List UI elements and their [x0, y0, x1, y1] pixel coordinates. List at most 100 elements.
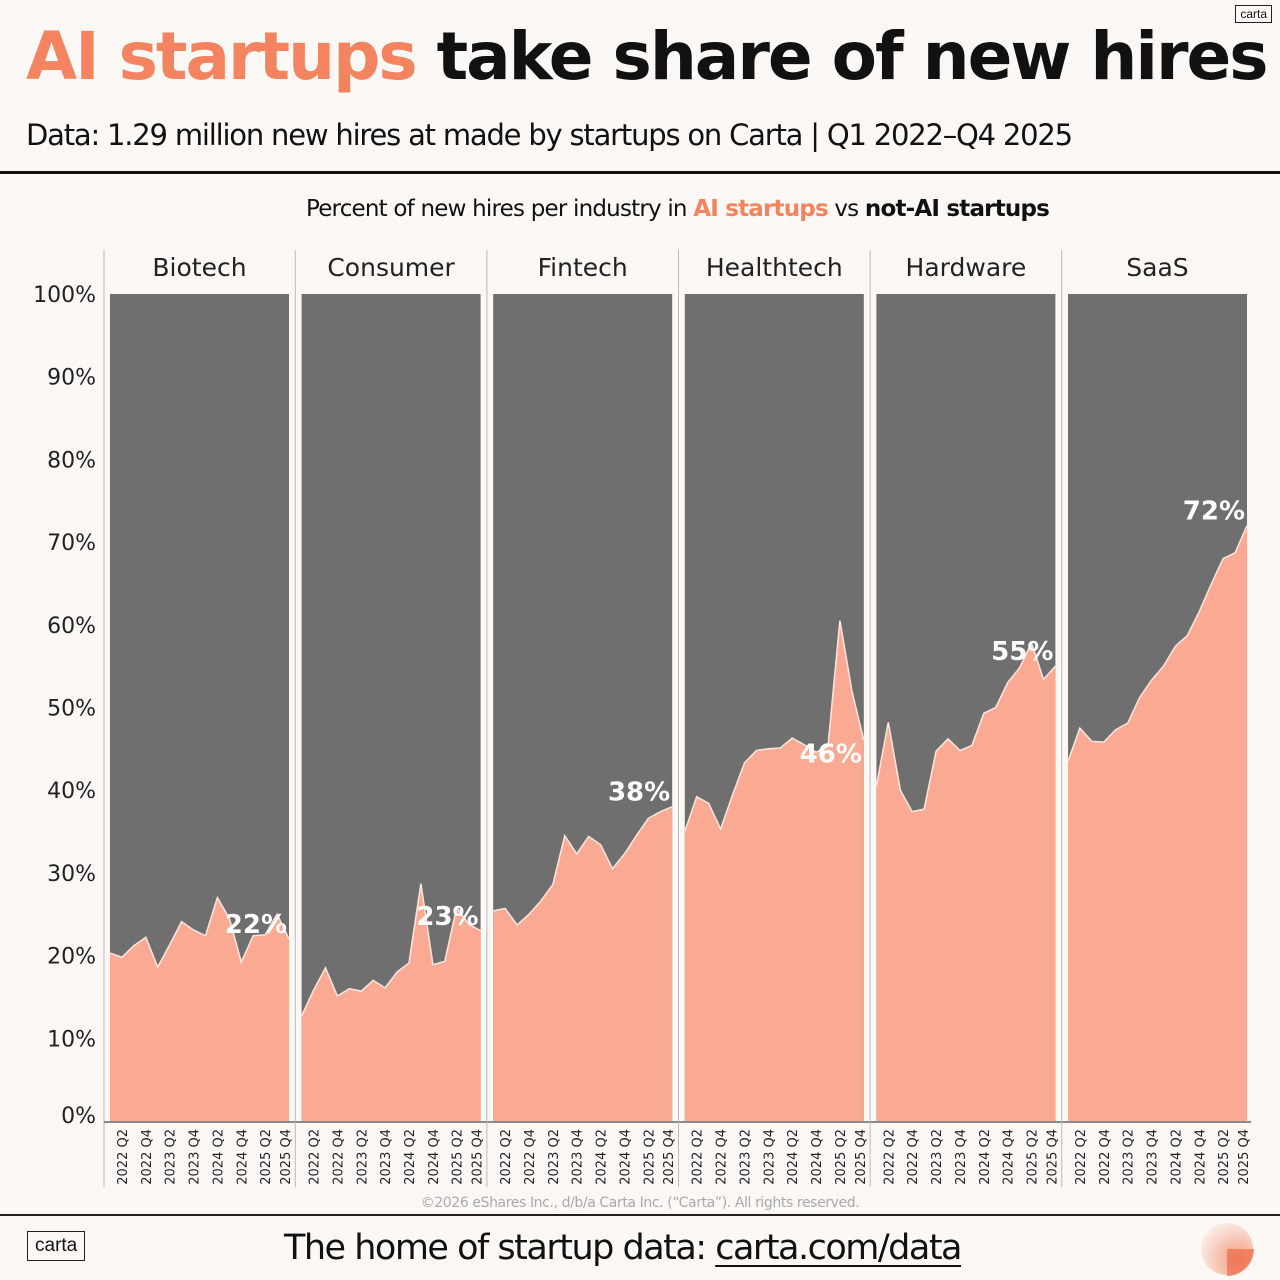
x-tick-label: 2023 Q4 — [188, 1129, 203, 1185]
x-tick-label: 2022 Q4 — [331, 1129, 346, 1185]
facet-title-saas: SaaS — [1126, 253, 1188, 282]
ai-area-consumer — [301, 883, 481, 1121]
y-tick-label: 20% — [47, 945, 96, 970]
ai-area-healthtech — [684, 620, 864, 1121]
x-tick-label: 2024 Q4 — [1002, 1129, 1017, 1185]
end-value-label: 38% — [608, 778, 670, 808]
ai-line-consumer — [300, 883, 481, 1017]
x-tick-label: 2025 Q2 — [834, 1129, 849, 1185]
x-tick-label: 2024 Q2 — [211, 1129, 226, 1185]
title-highlight: AI startups — [26, 18, 418, 95]
chart-title: Percent of new hires per industry in AI … — [0, 196, 1280, 222]
x-tick-label: 2024 Q4 — [1193, 1129, 1208, 1185]
facet-title-hardware: Hardware — [906, 253, 1027, 282]
ai-line-hardware — [875, 640, 1056, 813]
legend-ai-startups: AI startups — [693, 196, 828, 222]
x-tick-label: 2024 Q4 — [235, 1129, 250, 1185]
carta-brand-mark-icon — [1201, 1223, 1254, 1276]
x-tick-label: 2023 Q4 — [571, 1129, 586, 1185]
x-tick-label: 2025 Q4 — [279, 1129, 294, 1185]
carta-logo-top: carta — [1235, 5, 1272, 23]
x-tick-label: 2023 Q2 — [547, 1129, 562, 1185]
end-value-label: 46% — [800, 740, 862, 770]
x-tick-label: 2025 Q2 — [1217, 1129, 1232, 1185]
x-tick-label: 2024 Q2 — [978, 1129, 993, 1185]
y-tick-label: 30% — [47, 862, 96, 887]
end-value-label: 72% — [1183, 497, 1245, 527]
x-tick-label: 2022 Q4 — [715, 1129, 730, 1185]
tagline-prefix: The home of startup data: — [284, 1228, 716, 1268]
x-tick-label: 2025 Q4 — [854, 1129, 869, 1185]
ai-line-fintech — [493, 805, 673, 927]
ai-area-saas — [1068, 525, 1247, 1121]
x-tick-label: 2024 Q2 — [403, 1129, 418, 1185]
y-tick-label: 80% — [47, 448, 96, 473]
x-tick-label: 2023 Q2 — [355, 1129, 370, 1185]
x-tick-label: 2025 Q4 — [662, 1129, 677, 1185]
end-value-label: 55% — [991, 637, 1053, 667]
y-tick-label: 90% — [47, 366, 96, 391]
x-tick-label: 2022 Q4 — [906, 1129, 921, 1185]
x-tick-label: 2022 Q2 — [116, 1129, 131, 1185]
facet-title-biotech: Biotech — [152, 253, 246, 282]
y-tick-label: 70% — [47, 531, 96, 556]
end-value-label: 23% — [416, 902, 478, 932]
x-tick-label: 2025 Q4 — [1045, 1129, 1060, 1185]
y-tick-label: 50% — [47, 697, 96, 722]
ai-area-biotech — [110, 897, 289, 1121]
x-tick-label: 2022 Q2 — [308, 1129, 323, 1185]
x-tick-label: 2023 Q4 — [762, 1129, 777, 1185]
y-tick-label: 0% — [61, 1104, 96, 1129]
facet-title-consumer: Consumer — [327, 253, 455, 282]
y-tick-label: 10% — [47, 1027, 96, 1052]
x-tick-label: 2022 Q4 — [140, 1129, 155, 1185]
x-tick-label: 2022 Q2 — [882, 1129, 897, 1185]
title-rest: take share of new hires — [436, 18, 1269, 95]
x-tick-label: 2023 Q4 — [379, 1129, 394, 1185]
x-tick-label: 2023 Q4 — [954, 1129, 969, 1185]
facet-title-healthtech: Healthtech — [706, 253, 843, 282]
ai-line-healthtech — [684, 620, 865, 832]
y-tick-label: 100% — [33, 283, 96, 308]
ai-line-biotech — [109, 895, 290, 970]
page-title: AI startups take share of new hires — [26, 18, 1269, 95]
x-tick-label: 2025 Q4 — [1237, 1129, 1252, 1185]
end-value-label: 22% — [225, 910, 287, 940]
chart-title-prefix: Percent of new hires per industry in — [305, 196, 694, 222]
x-tick-label: 2025 Q2 — [259, 1129, 274, 1185]
x-tick-label: 2023 Q4 — [1146, 1129, 1161, 1185]
page-subtitle: Data: 1.29 million new hires at made by … — [26, 118, 1073, 152]
y-tick-label: 40% — [47, 779, 96, 804]
copyright-notice: ©2026 eShares Inc., d/b/a Carta Inc. (“C… — [420, 1195, 860, 1211]
x-tick-label: 2023 Q2 — [1122, 1129, 1137, 1185]
carta-data-link[interactable]: carta.com/data — [715, 1228, 962, 1268]
ai-area-fintech — [493, 806, 673, 1121]
x-tick-label: 2022 Q2 — [691, 1129, 706, 1185]
x-tick-label: 2025 Q4 — [471, 1129, 486, 1185]
x-tick-label: 2024 Q2 — [786, 1129, 801, 1185]
facet-title-fintech: Fintech — [538, 253, 628, 282]
x-tick-label: 2023 Q2 — [164, 1129, 179, 1185]
footer-tagline: The home of startup data: carta.com/data — [284, 1228, 962, 1268]
x-tick-label: 2025 Q2 — [451, 1129, 466, 1185]
legend-not-ai-startups: not-AI startups — [864, 196, 1050, 222]
x-tick-label: 2023 Q2 — [738, 1129, 753, 1185]
footer-divider — [0, 1214, 1280, 1216]
x-tick-label: 2025 Q2 — [1026, 1129, 1041, 1185]
x-tick-label: 2023 Q2 — [930, 1129, 945, 1185]
x-tick-label: 2022 Q2 — [1074, 1129, 1089, 1185]
x-tick-label: 2024 Q4 — [427, 1129, 442, 1185]
x-tick-label: 2022 Q2 — [499, 1129, 514, 1185]
x-tick-label: 2022 Q4 — [523, 1129, 538, 1185]
carta-logo-bottom: carta — [27, 1231, 86, 1261]
ai-line-saas — [1067, 525, 1248, 762]
x-tick-label: 2025 Q2 — [642, 1129, 657, 1185]
faceted-area-chart: 0% 10% 20% 30% 40% 50% 60% 70% 80% 90% 100% Biotech… — [33, 250, 1252, 1187]
x-tick-label: 2024 Q4 — [810, 1129, 825, 1185]
y-tick-label: 60% — [47, 614, 96, 639]
header-divider — [0, 171, 1280, 174]
ai-area-hardware — [876, 643, 1056, 1121]
chart-title-middle: vs — [827, 196, 865, 222]
x-tick-label: 2024 Q4 — [618, 1129, 633, 1185]
x-tick-label: 2024 Q2 — [1169, 1129, 1184, 1185]
